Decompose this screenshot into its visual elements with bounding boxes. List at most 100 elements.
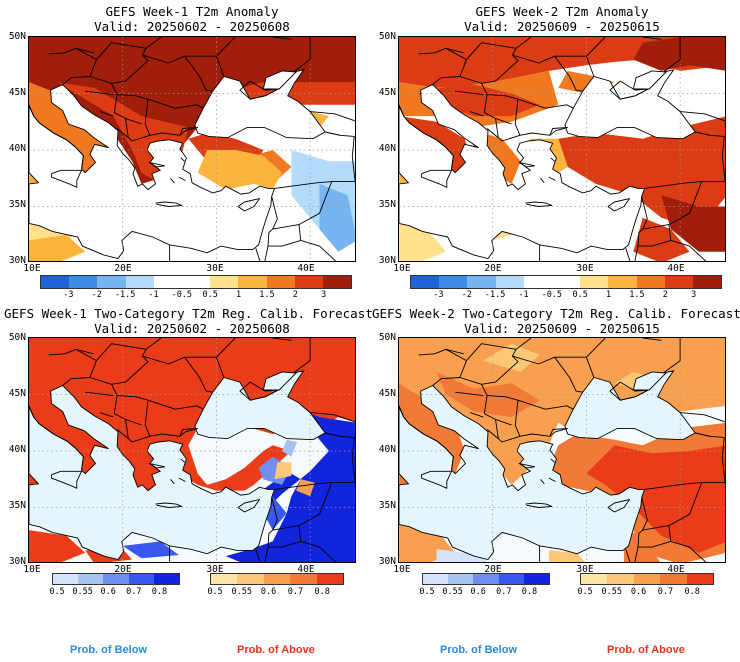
colorbar-label: 0.5 bbox=[49, 587, 65, 597]
colorbar-swatch bbox=[103, 574, 129, 584]
border-line bbox=[609, 381, 649, 401]
border-line bbox=[255, 248, 261, 261]
colorbar-swatch bbox=[473, 574, 499, 584]
colorbar-label: 0.5 bbox=[577, 587, 593, 597]
border-line bbox=[293, 37, 311, 73]
border-line bbox=[548, 176, 556, 181]
field-shading bbox=[586, 445, 725, 553]
border-line bbox=[155, 201, 183, 207]
panel-valid-dates: Valid: 20250602 - 20250608 bbox=[94, 321, 290, 336]
colorbar-label: 2 bbox=[662, 290, 668, 300]
colorbar-swatch bbox=[439, 276, 468, 288]
border-line bbox=[354, 181, 355, 183]
border-line bbox=[486, 128, 499, 138]
colorbar-label: 0.7 bbox=[126, 587, 142, 597]
border-line bbox=[515, 338, 532, 350]
border-line bbox=[239, 381, 279, 401]
lat-label: 50N bbox=[8, 332, 26, 343]
border-line bbox=[483, 395, 568, 443]
border-line bbox=[264, 224, 302, 261]
lon-label: 10E bbox=[393, 564, 411, 575]
border-line bbox=[111, 54, 149, 84]
anomaly-map bbox=[398, 36, 726, 262]
border-line bbox=[609, 80, 649, 100]
panel-title: GEFS Week-1 Two-Category T2m Reg. Calib.… bbox=[4, 306, 373, 321]
lat-label: 35N bbox=[378, 199, 396, 210]
border-line bbox=[455, 90, 484, 96]
colorbar-swatch bbox=[580, 276, 609, 288]
lat-label: 30N bbox=[378, 255, 396, 266]
border-line bbox=[418, 47, 464, 55]
border-line bbox=[518, 161, 535, 168]
border-line bbox=[399, 405, 454, 471]
lon-label: 40E bbox=[297, 564, 315, 575]
border-line bbox=[274, 432, 355, 490]
lat-label: 45N bbox=[378, 87, 396, 98]
colorbar-swatch bbox=[636, 276, 665, 288]
border-line bbox=[644, 432, 725, 490]
border-line bbox=[432, 377, 574, 410]
border-line bbox=[179, 126, 198, 136]
panel-title: GEFS Week-2 Two-Category T2m Reg. Calib.… bbox=[372, 306, 740, 321]
border-line bbox=[455, 391, 484, 397]
border-line bbox=[51, 169, 82, 188]
border-line bbox=[85, 90, 114, 96]
lon-label: 30E bbox=[206, 263, 224, 274]
colorbar-swatch bbox=[266, 276, 295, 288]
colorbar-label: 0.6 bbox=[470, 587, 486, 597]
lon-label: 20E bbox=[114, 263, 132, 274]
above-colorbar bbox=[210, 573, 344, 585]
lat-label: 30N bbox=[378, 556, 396, 567]
border-line bbox=[724, 482, 725, 484]
colorbar-label: 0.55 bbox=[442, 587, 463, 597]
border-line bbox=[216, 338, 236, 358]
colorbar-swatch bbox=[294, 276, 323, 288]
colorbar-swatch bbox=[125, 276, 154, 288]
border-line bbox=[495, 117, 512, 125]
field-shading bbox=[661, 195, 725, 252]
border-line bbox=[216, 37, 236, 57]
border-line bbox=[274, 131, 355, 189]
colorbar-swatch bbox=[633, 574, 661, 584]
border-line bbox=[549, 126, 568, 136]
border-line bbox=[62, 377, 204, 410]
lat-label: 50N bbox=[378, 332, 396, 343]
lat-label: 45N bbox=[8, 388, 26, 399]
colorbar-label: 3 bbox=[691, 290, 697, 300]
below-colorbar bbox=[52, 573, 180, 585]
panel-title: GEFS Week-2 T2m Anomaly bbox=[475, 4, 649, 19]
border-line bbox=[540, 479, 545, 485]
border-line bbox=[607, 198, 630, 212]
border-line bbox=[432, 76, 574, 109]
border-line bbox=[695, 432, 711, 437]
colorbar-swatch bbox=[322, 276, 352, 288]
border-line bbox=[607, 499, 630, 513]
border-line bbox=[642, 37, 662, 40]
border-line bbox=[271, 482, 333, 531]
border-line bbox=[75, 348, 97, 361]
colorbar-swatch bbox=[316, 574, 344, 584]
anomaly-colorbar bbox=[410, 275, 722, 289]
border-line bbox=[486, 429, 499, 439]
field-shading bbox=[558, 116, 725, 230]
border-line bbox=[325, 432, 341, 437]
colorbar-swatch bbox=[692, 276, 722, 288]
field-shading bbox=[586, 349, 709, 389]
border-line bbox=[184, 356, 225, 378]
border-line bbox=[100, 412, 114, 418]
border-line bbox=[550, 157, 555, 162]
colorbar-swatch bbox=[181, 276, 211, 288]
panel-valid-dates: Valid: 20250609 - 20250615 bbox=[464, 19, 660, 34]
colorbar-label: -3 bbox=[433, 290, 444, 300]
border-line bbox=[525, 502, 553, 508]
border-line bbox=[625, 549, 631, 562]
colorbar-swatch bbox=[495, 276, 524, 288]
border-line bbox=[634, 224, 672, 261]
field-shading bbox=[29, 234, 86, 261]
border-line bbox=[89, 42, 213, 92]
colorbar-swatch bbox=[498, 574, 524, 584]
border-line bbox=[637, 228, 644, 247]
colorbar-label: 0.5 bbox=[207, 587, 223, 597]
colorbar-swatch bbox=[551, 276, 581, 288]
colorbar-label: 1.5 bbox=[259, 290, 275, 300]
